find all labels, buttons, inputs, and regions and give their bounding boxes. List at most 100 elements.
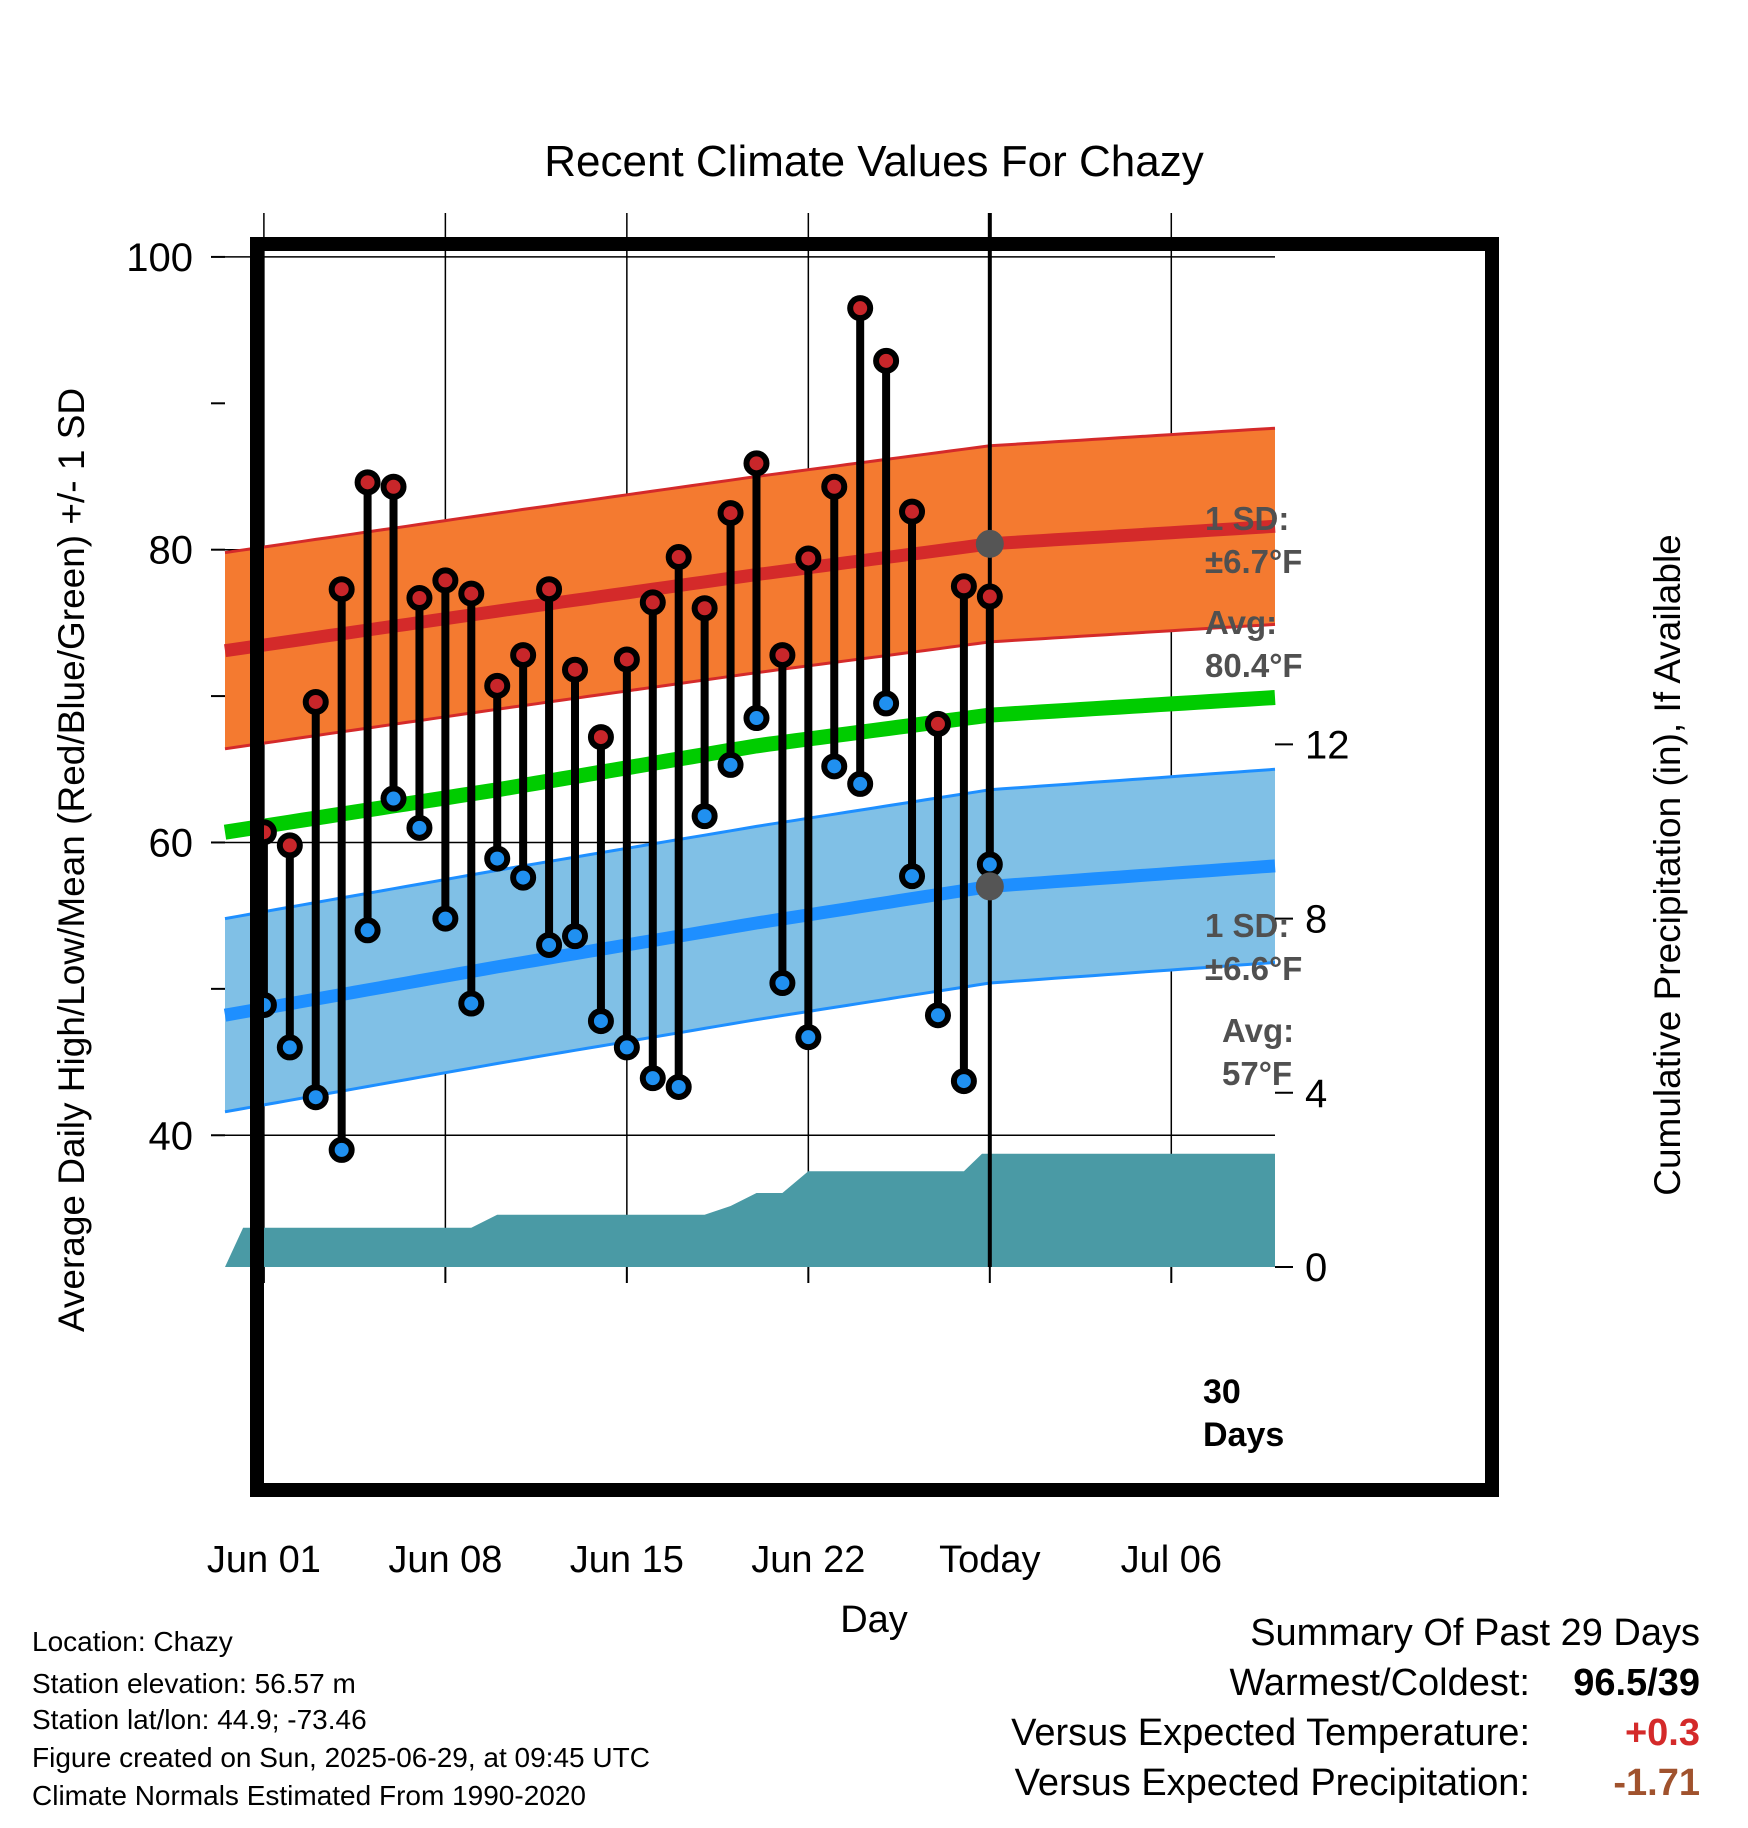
daily-high-marker bbox=[458, 580, 485, 607]
daily-low-marker bbox=[536, 931, 563, 958]
daily-low-marker bbox=[276, 1034, 303, 1061]
today-normal-low-marker bbox=[975, 872, 1004, 901]
daily-low-marker bbox=[795, 1024, 822, 1051]
daily-high-marker bbox=[691, 595, 718, 622]
x-tick-label: Jul 06 bbox=[1121, 1539, 1222, 1581]
daily-low-marker bbox=[510, 864, 537, 891]
low-sd-band-lower-edge bbox=[224, 961, 1276, 1114]
y2-axis-label: Cumulative Precipitation (in), If Availa… bbox=[1647, 534, 1688, 1196]
y-tick-label: 100 bbox=[126, 236, 193, 280]
daily-low-marker bbox=[587, 1008, 614, 1035]
plot-frame bbox=[250, 237, 1499, 1497]
info-location: Location: Chazy bbox=[32, 1626, 233, 1657]
daily-low-marker bbox=[562, 923, 588, 950]
daily-high-marker bbox=[380, 473, 407, 500]
daily-low-marker bbox=[924, 1002, 951, 1029]
daily-high-marker bbox=[587, 724, 614, 751]
x-tick-label: Jun 15 bbox=[570, 1539, 684, 1581]
y2-tick-label: 0 bbox=[1305, 1246, 1327, 1290]
x-tick-label: Jun 08 bbox=[388, 1539, 502, 1581]
info-elevation: Station elevation: 56.57 m bbox=[32, 1668, 356, 1699]
daily-low-marker bbox=[847, 770, 874, 797]
y-tick-label: 40 bbox=[149, 1114, 194, 1158]
daily-high-marker bbox=[276, 832, 303, 859]
low-sd-band-upper-edge bbox=[224, 767, 1276, 921]
daily-low-marker bbox=[432, 905, 459, 932]
daily-low-marker bbox=[717, 751, 744, 778]
x-tick-label: Jun 22 bbox=[751, 1539, 865, 1581]
daily-low-marker bbox=[899, 863, 926, 890]
y2-tick-label: 12 bbox=[1305, 723, 1350, 767]
daily-low-marker bbox=[873, 690, 900, 717]
info-created: Figure created on Sun, 2025-06-29, at 09… bbox=[32, 1742, 650, 1773]
daily-low-marker bbox=[302, 1084, 329, 1111]
daily-low-marker bbox=[328, 1136, 355, 1163]
y-axis-label: Average Daily High/Low/Mean (Red/Blue/Gr… bbox=[51, 388, 92, 1332]
daily-high-marker bbox=[795, 545, 822, 572]
precip-value: -1.71 bbox=[1613, 1762, 1700, 1804]
daily-high-marker bbox=[354, 469, 381, 496]
low-sd-label: 1 SD: bbox=[1205, 907, 1289, 944]
daily-low-marker bbox=[639, 1065, 666, 1092]
daily-high-marker bbox=[536, 576, 563, 603]
daily-high-marker bbox=[873, 347, 900, 374]
precip-days-number: 30 bbox=[1203, 1373, 1241, 1411]
daily-low-marker bbox=[691, 803, 718, 830]
summary-title: Summary Of Past 29 Days bbox=[1250, 1612, 1700, 1654]
daily-low-marker bbox=[458, 990, 485, 1017]
daily-low-marker bbox=[406, 814, 433, 841]
low-avg-label: Avg: bbox=[1222, 1012, 1294, 1049]
daily-low-marker bbox=[743, 705, 770, 732]
normal-high-line bbox=[224, 519, 1276, 658]
daily-low-marker bbox=[821, 753, 848, 780]
high-avg-label: Avg: bbox=[1205, 604, 1277, 641]
low-avg-value: 57°F bbox=[1222, 1055, 1292, 1092]
warm-cold-value: 96.5/39 bbox=[1573, 1662, 1700, 1704]
low-sd-value: ±6.6°F bbox=[1205, 950, 1302, 987]
y2-tick-label: 8 bbox=[1305, 898, 1327, 942]
daily-high-marker bbox=[847, 295, 874, 322]
daily-high-marker bbox=[743, 450, 770, 477]
precip-label: Versus Expected Precipitation: bbox=[1014, 1762, 1530, 1804]
daily-low-marker bbox=[354, 917, 381, 944]
warm-cold-label: Warmest/Coldest: bbox=[1229, 1662, 1530, 1704]
temp-label: Versus Expected Temperature: bbox=[1011, 1712, 1530, 1754]
daily-low-marker bbox=[976, 851, 1003, 878]
daily-high-marker bbox=[328, 576, 355, 603]
high-sd-band-upper-edge bbox=[224, 426, 1276, 555]
station-info: Location: Chazy Station elevation: 56.57… bbox=[32, 1624, 650, 1814]
normal-low-line bbox=[223, 859, 1276, 1022]
summary-panel: Summary Of Past 29 Days Warmest/Coldest:… bbox=[1011, 1608, 1700, 1808]
daily-low-marker bbox=[380, 785, 407, 812]
today-normal-high-marker bbox=[975, 529, 1004, 558]
daily-high-marker bbox=[484, 672, 511, 699]
daily-high-marker bbox=[302, 688, 329, 715]
y-tick-label: 60 bbox=[149, 821, 194, 865]
daily-high-marker bbox=[899, 498, 926, 525]
daily-high-marker bbox=[924, 710, 951, 737]
daily-high-marker bbox=[432, 567, 459, 594]
daily-high-marker bbox=[406, 585, 433, 612]
daily-high-marker bbox=[950, 573, 977, 600]
x-axis-label: Day bbox=[840, 1599, 908, 1641]
daily-high-marker bbox=[639, 589, 666, 616]
high-avg-value: 80.4°F bbox=[1205, 647, 1303, 684]
daily-high-marker bbox=[976, 583, 1003, 610]
daily-high-marker bbox=[613, 646, 640, 673]
y2-tick-label: 4 bbox=[1305, 1072, 1327, 1116]
summary-temp: Versus Expected Temperature: +0.3 bbox=[1011, 1708, 1700, 1758]
info-normals: Climate Normals Estimated From 1990-2020 bbox=[32, 1780, 586, 1811]
daily-high-marker bbox=[510, 642, 537, 669]
x-tick-label: Today bbox=[939, 1539, 1040, 1581]
low-sd-band bbox=[225, 769, 1275, 1112]
daily-high-marker bbox=[665, 544, 692, 571]
daily-high-marker bbox=[769, 642, 796, 669]
daily-high-marker bbox=[821, 473, 848, 500]
daily-low-marker bbox=[950, 1068, 977, 1095]
high-sd-label: 1 SD: bbox=[1205, 500, 1289, 537]
precip-area bbox=[225, 1153, 1275, 1267]
daily-low-marker bbox=[484, 845, 511, 872]
x-tick-label: Jun 01 bbox=[207, 1539, 321, 1581]
daily-low-marker bbox=[769, 970, 796, 997]
